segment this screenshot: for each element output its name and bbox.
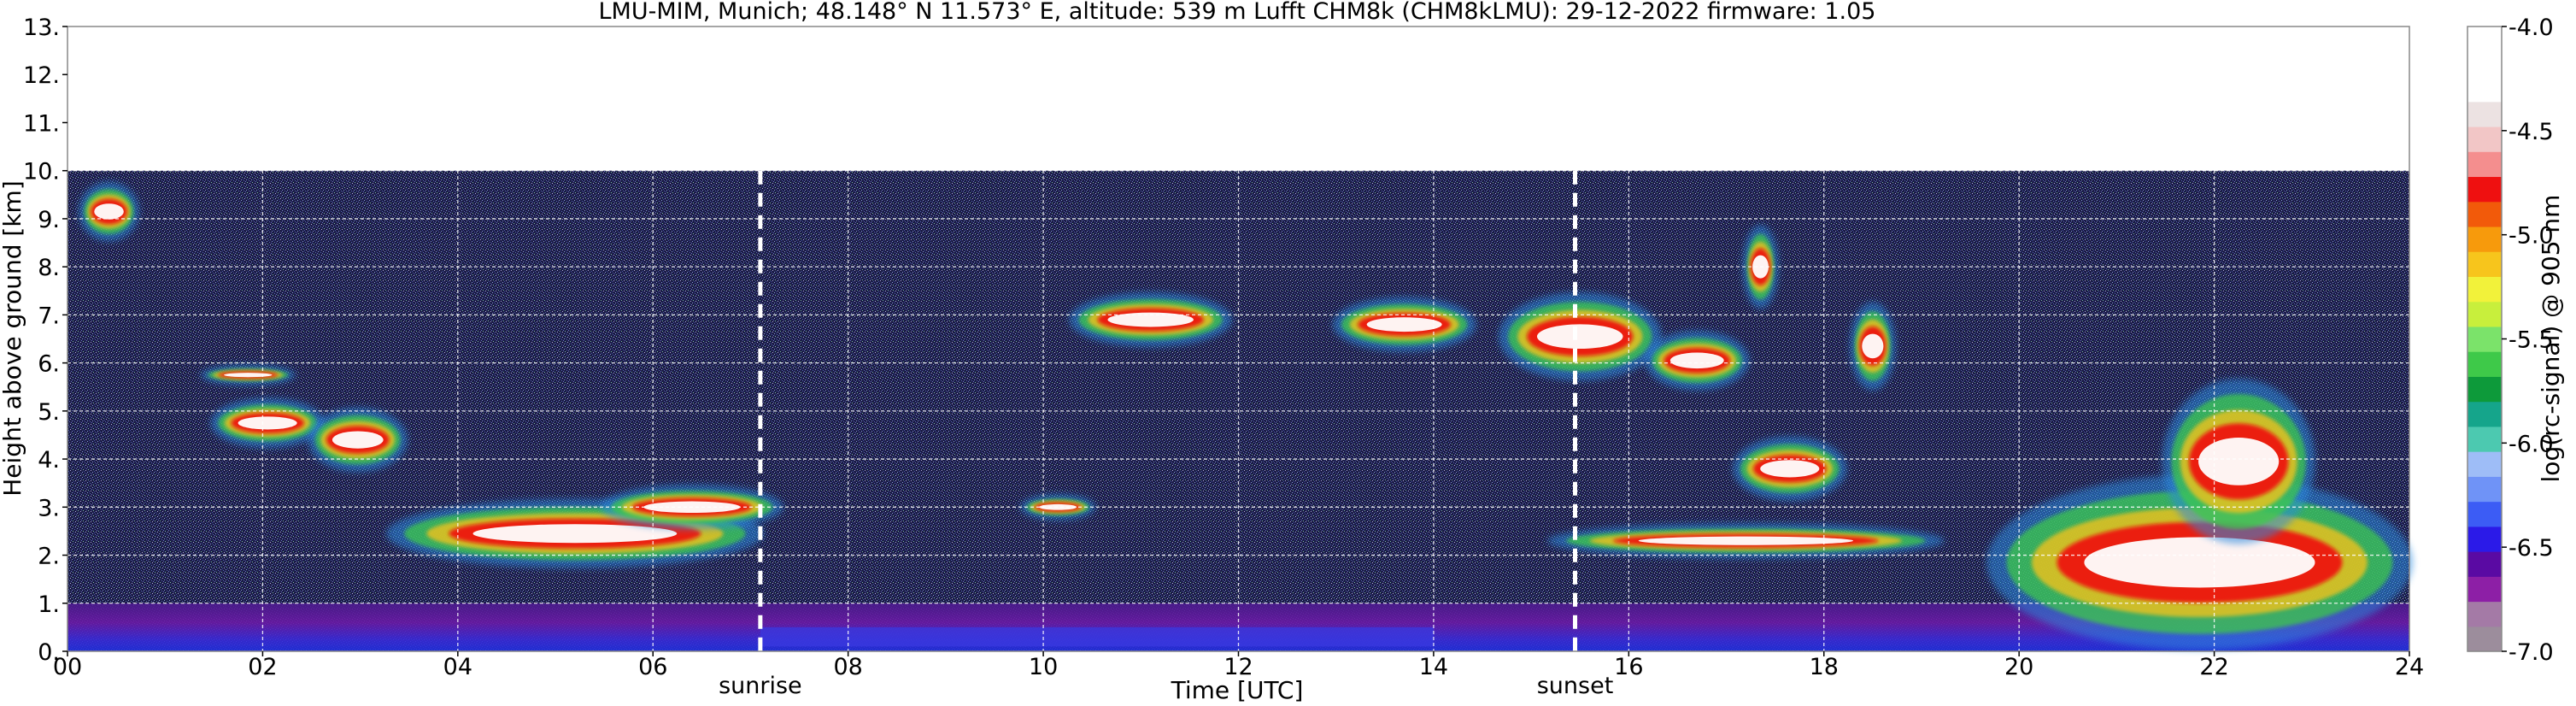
y-tick-label: 6. — [38, 351, 60, 378]
cloud-layer — [1850, 302, 1896, 391]
layer-aerosol-layer-noon — [760, 627, 1434, 647]
y-tick-label: 9. — [38, 207, 60, 233]
y-tick-label: 13. — [23, 15, 60, 41]
colorbar-band — [2467, 351, 2502, 377]
colorbar-band — [2467, 626, 2502, 652]
colorbar-band — [2467, 276, 2502, 303]
colorbar-band — [2467, 301, 2502, 327]
cloud-returns — [79, 181, 2413, 650]
colorbar-band — [2467, 526, 2502, 552]
x-tick-label: 20 — [2004, 654, 2033, 680]
y-tick-label: 10. — [23, 159, 60, 185]
cloud-layer — [210, 397, 325, 449]
plot-area — [67, 26, 2413, 652]
x-tick-label: 24 — [2395, 654, 2424, 680]
colorbar-band — [2467, 151, 2502, 178]
x-tick-label: 12 — [1223, 654, 1253, 680]
x-axis-label: Time [UTC] — [1171, 676, 1304, 704]
colorbar: -4.0 -4.5 -5.0 -5.5 -6.0 -6.5 -7.0 log(rc-sign… — [2467, 15, 2565, 666]
y-tick-label: 11. — [23, 110, 60, 137]
colorbar-band — [2467, 376, 2502, 403]
y-tick-label: 0. — [38, 639, 60, 666]
y-tick-label: 12. — [23, 62, 60, 89]
y-tick-label: 8. — [38, 255, 60, 281]
cloud-layer — [2162, 379, 2315, 544]
x-tick-label: 10 — [1029, 654, 1058, 680]
colorbar-tick-label: -5.5 — [2509, 327, 2554, 354]
cloud-layer — [1332, 297, 1476, 352]
cloud-layer — [1732, 436, 1847, 502]
cloud-layer — [1986, 474, 2413, 650]
x-tick-label: 04 — [443, 654, 472, 680]
cloud-layer — [1069, 291, 1233, 348]
colorbar-band — [2467, 176, 2502, 203]
gridlines — [67, 26, 2409, 651]
x-tick-label: 08 — [833, 654, 862, 680]
colorbar-band — [2467, 26, 2502, 52]
colorbar-band — [2467, 576, 2502, 603]
colorbar-band — [2467, 601, 2502, 627]
x-tick-label: 06 — [638, 654, 667, 680]
colorbar-band — [2467, 501, 2502, 527]
y-tick-label: 4. — [38, 447, 60, 474]
y-axis-label: Height above ground [km] — [0, 180, 26, 497]
annotation-label-sunrise: sunrise — [719, 673, 802, 699]
colorbar-tick-label: -6.0 — [2509, 431, 2554, 457]
cloud-layer — [79, 181, 139, 242]
annotation-lines — [758, 170, 1578, 651]
x-tick-label: 16 — [1614, 654, 1643, 680]
x-tick-label: 18 — [1810, 654, 1839, 680]
annotation-label-sunset: sunset — [1537, 673, 1614, 699]
cloud-layer — [200, 364, 296, 386]
x-tick-label: 14 — [1419, 654, 1448, 680]
chart-title: LMU-MIM, Munich; 48.148° N 11.573° E, al… — [599, 0, 1876, 25]
y-tick-labels: 0. 1. 2. 3. 4. 5. 6. 7. 8. 9. 10. 11. 12. 13. — [23, 15, 67, 666]
colorbar-tick-label: -5.0 — [2509, 223, 2554, 250]
cloud-layer — [1498, 291, 1662, 381]
x-tick-label: 02 — [248, 654, 277, 680]
colorbar-band — [2467, 51, 2502, 78]
colorbar-band — [2467, 76, 2502, 103]
cloud-layer — [308, 407, 408, 473]
colorbar-band — [2467, 476, 2502, 503]
cloud-layer — [1546, 522, 1945, 559]
colorbar-band — [2467, 251, 2502, 277]
colorbar-band — [2467, 101, 2502, 127]
colorbar-band — [2467, 401, 2502, 427]
colorbar-label: log(rc-signal) @ 905 nm — [2537, 195, 2565, 483]
y-tick-label: 1. — [38, 591, 60, 618]
y-tick-label: 7. — [38, 303, 60, 329]
cloud-layer — [1020, 494, 1096, 521]
colorbar-band — [2467, 551, 2502, 577]
colorbar-band — [2467, 326, 2502, 352]
colorbar-tick-label: -4.0 — [2509, 15, 2554, 41]
colorbar-band — [2467, 226, 2502, 252]
x-tick-label: 22 — [2199, 654, 2228, 680]
colorbar-tick-label: -6.5 — [2509, 535, 2554, 562]
colorbar-bands — [2467, 26, 2502, 652]
x-tick-labels: 00 02 04 06 08 10 12 14 16 18 20 22 24 — [53, 651, 2424, 680]
colorbar-band — [2467, 426, 2502, 452]
colorbar-band — [2467, 451, 2502, 477]
annotation-labels: sunrise sunset — [719, 673, 1613, 699]
cloud-layer — [1645, 330, 1750, 391]
x-tick-label: 00 — [53, 654, 82, 680]
colorbar-band — [2467, 126, 2502, 152]
y-tick-label: 2. — [38, 544, 60, 570]
colorbar-tick-label: -4.5 — [2509, 119, 2554, 145]
colorbar-ticks: -4.0 -4.5 -5.0 -5.5 -6.0 -6.5 -7.0 — [2502, 15, 2554, 666]
colorbar-band — [2467, 201, 2502, 227]
y-tick-label: 3. — [38, 495, 60, 521]
y-tick-label: 5. — [38, 399, 60, 426]
colorbar-tick-label: -7.0 — [2509, 639, 2554, 666]
